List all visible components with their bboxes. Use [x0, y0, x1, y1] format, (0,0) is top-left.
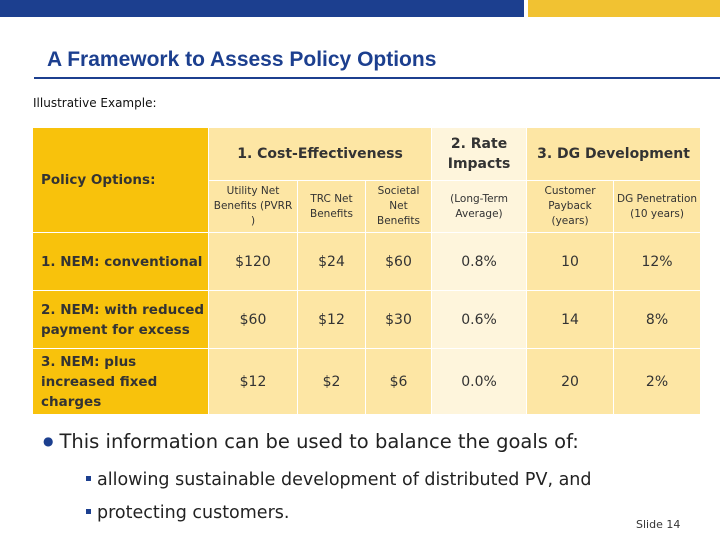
- slide-number: Slide 14: [636, 518, 681, 531]
- bullet-sub-text: allowing sustainable development of dist…: [97, 470, 592, 490]
- policy-options-table: Policy Options: 1. Cost-Effectiveness 2.…: [32, 127, 702, 415]
- table-cell: 0.6%: [431, 290, 528, 349]
- subheader-societal-net-benefits: Societal Net Benefits: [364, 180, 433, 233]
- subheader-utility-net-benefits: Utility Net Benefits (PVRR ): [208, 180, 298, 233]
- table-row: 1. NEM: conventional $120 $24 $60 0.8% 1…: [32, 232, 702, 291]
- slide-title: A Framework to Assess Policy Options: [47, 48, 437, 71]
- slide-subtitle: Illustrative Example:: [33, 96, 157, 110]
- table-cell: 10: [526, 232, 615, 291]
- table-corner-label: Policy Options:: [32, 127, 209, 233]
- table-cell: $6: [364, 348, 433, 415]
- title-divider: [34, 77, 720, 79]
- table-cell: 0.8%: [431, 232, 528, 291]
- table-cell: 2%: [613, 348, 702, 415]
- header-rate-impacts: 2. Rate Impacts: [431, 127, 528, 181]
- table-cell: 0.0%: [431, 348, 528, 415]
- table-cell: $12: [297, 290, 366, 349]
- header-cost-effectiveness: 1. Cost-Effectiveness: [207, 127, 433, 181]
- bullet-main-text: This information can be used to balance …: [59, 430, 579, 453]
- row-label: 3. NEM: plus increased fixed charges: [32, 348, 209, 415]
- top-bar-blue: [0, 0, 524, 17]
- square-bullet-icon: [86, 476, 91, 481]
- table-row: 3. NEM: plus increased fixed charges $12…: [32, 348, 702, 415]
- header-dg-development: 3. DG Development: [526, 127, 702, 181]
- table-cell: 20: [526, 348, 615, 415]
- subheader-trc-net-benefits: TRC Net Benefits: [297, 180, 366, 233]
- table-cell: 12%: [613, 232, 702, 291]
- top-bar-gold: [528, 0, 720, 17]
- square-bullet-icon: [86, 509, 91, 514]
- table-cell: $60: [208, 290, 298, 349]
- table-cell: $120: [208, 232, 298, 291]
- table-cell: 8%: [613, 290, 702, 349]
- bullet-sub-item: protecting customers.: [86, 503, 289, 523]
- table-cell: 14: [526, 290, 615, 349]
- table-cell: $30: [364, 290, 433, 349]
- subheader-long-term-average: (Long-Term Average): [431, 180, 528, 233]
- subheader-dg-penetration: DG Penetration (10 years): [613, 180, 702, 233]
- table-cell: $24: [297, 232, 366, 291]
- table-cell: $2: [297, 348, 366, 415]
- bullet-dot-icon: ●: [43, 434, 54, 448]
- table-row: 2. NEM: with reduced payment for excess …: [32, 290, 702, 349]
- bullet-sub-item: allowing sustainable development of dist…: [86, 470, 592, 490]
- table-cell: $60: [364, 232, 433, 291]
- subheader-customer-payback: Customer Payback (years): [526, 180, 615, 233]
- row-label: 2. NEM: with reduced payment for excess: [32, 290, 209, 349]
- row-label: 1. NEM: conventional: [32, 232, 209, 291]
- bullet-main: ● This information can be used to balance…: [43, 430, 579, 453]
- bullet-sub-text: protecting customers.: [97, 503, 290, 523]
- table-cell: $12: [208, 348, 298, 415]
